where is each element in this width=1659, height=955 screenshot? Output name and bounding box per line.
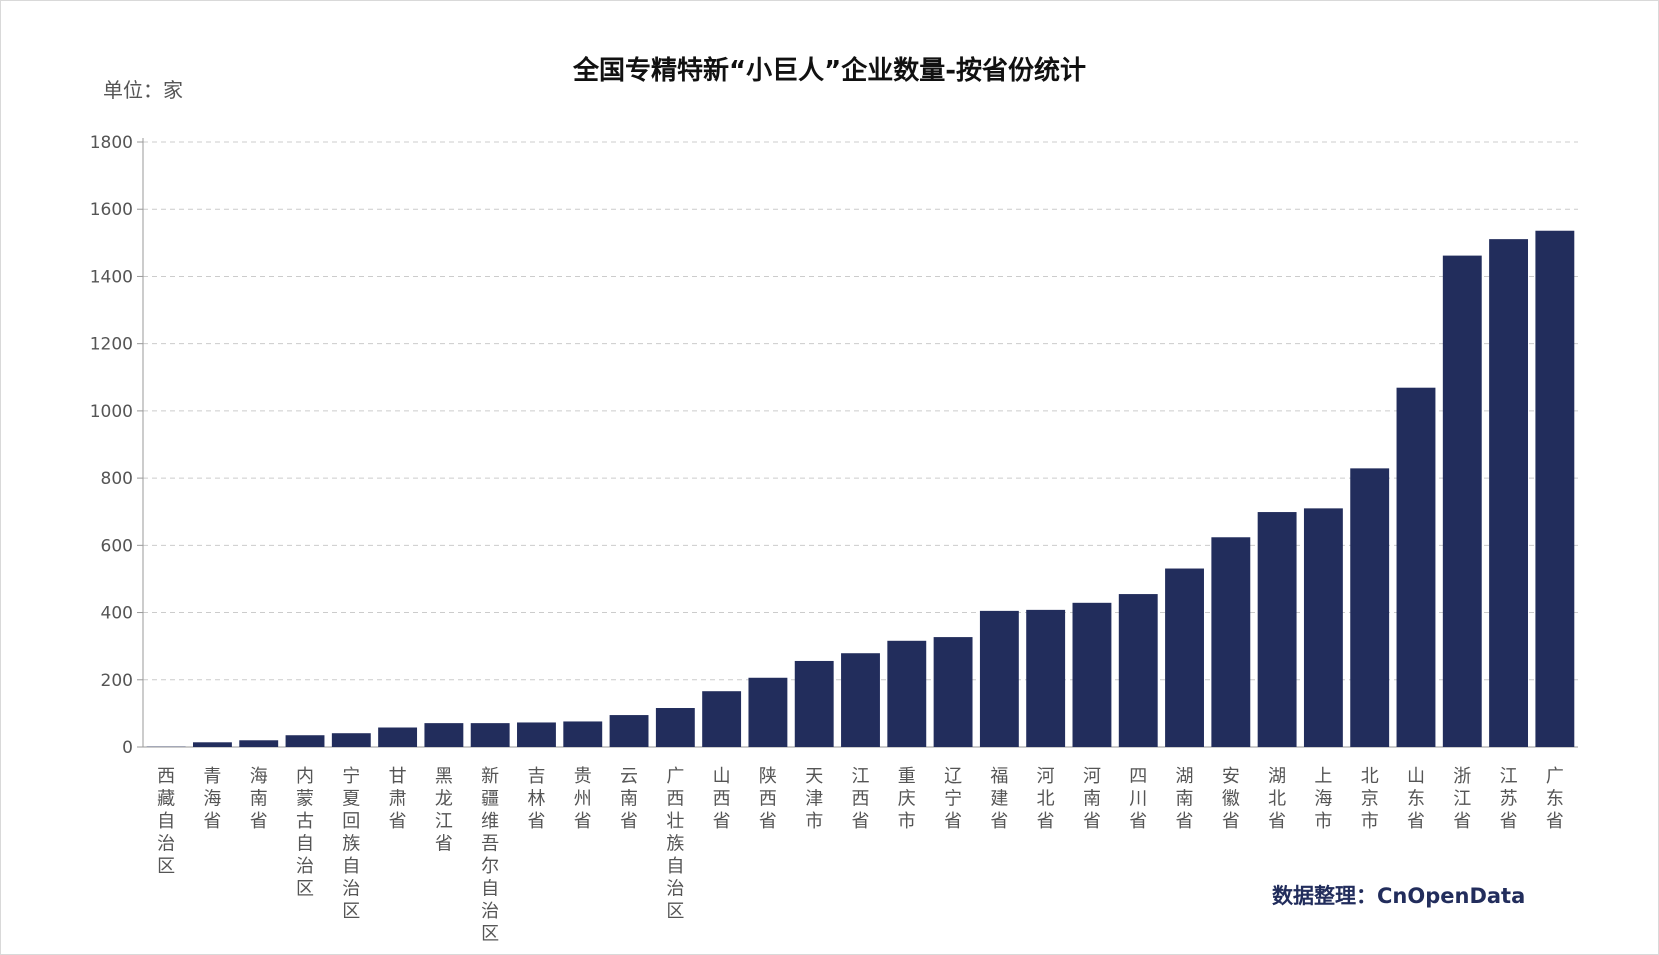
bar	[933, 637, 973, 747]
bar	[702, 691, 742, 747]
bar	[1118, 594, 1158, 747]
x-tick-label: 广东省	[1546, 766, 1564, 832]
bar	[979, 610, 1019, 747]
y-tick-label: 600	[101, 536, 133, 556]
x-tick-label: 重庆市	[898, 766, 916, 832]
bar	[1535, 230, 1575, 747]
bar	[1396, 387, 1436, 747]
bar	[655, 708, 695, 747]
bar	[1211, 537, 1251, 747]
x-tick-label: 天津市	[805, 766, 823, 832]
y-tick-label: 0	[122, 738, 133, 758]
bar	[1350, 468, 1390, 747]
source-label: 数据整理：CnOpenData	[1272, 884, 1526, 908]
bar	[1026, 609, 1066, 747]
bar	[1072, 602, 1112, 747]
y-tick-label: 1800	[90, 133, 133, 153]
y-tick-label: 200	[101, 671, 133, 691]
x-tick-label: 河北省	[1037, 766, 1055, 832]
bar	[841, 653, 880, 747]
y-tick-label: 800	[101, 469, 133, 489]
x-tick-label: 新疆维吾尔自治区	[481, 766, 499, 945]
x-tick-label: 安徽省	[1222, 766, 1240, 832]
x-tick-label: 北京市	[1361, 766, 1379, 832]
x-tick-label: 四川省	[1129, 766, 1147, 832]
x-tick-label: 上海市	[1314, 766, 1332, 832]
x-tick-label: 辽宁省	[944, 766, 962, 832]
bar	[239, 740, 279, 747]
bar	[563, 721, 603, 747]
x-tick-label: 内蒙古自治区	[296, 766, 314, 900]
bar	[331, 733, 371, 747]
bar	[517, 722, 556, 747]
bar	[192, 742, 232, 747]
bar	[609, 715, 649, 747]
bar	[748, 677, 788, 747]
x-tick-label: 湖南省	[1176, 766, 1194, 832]
chart-title: 全国专精特新“小巨人”企业数量-按省份统计	[573, 56, 1086, 86]
y-tick-label: 1200	[90, 335, 133, 355]
bar	[285, 735, 325, 747]
bar	[470, 723, 510, 747]
bar	[794, 660, 834, 747]
y-tick-label: 1000	[90, 402, 133, 422]
x-tick-label: 福建省	[990, 766, 1008, 832]
y-tick-label: 1400	[90, 267, 133, 287]
unit-label: 单位：家	[103, 78, 183, 102]
bar	[378, 727, 418, 747]
x-tick-label: 贵州省	[574, 766, 592, 832]
x-tick-label: 黑龙江省	[435, 766, 453, 855]
x-tick-label: 河南省	[1083, 766, 1101, 832]
y-tick-label: 400	[101, 604, 133, 624]
x-tick-label: 湖北省	[1268, 766, 1286, 832]
bar	[1489, 239, 1529, 747]
x-tick-label: 宁夏回族自治区	[342, 766, 360, 922]
x-tick-label: 青海省	[203, 766, 221, 832]
x-tick-label: 山西省	[713, 766, 731, 832]
bar	[1303, 508, 1343, 747]
x-tick-label: 陕西省	[759, 766, 777, 832]
x-tick-label: 江苏省	[1500, 766, 1518, 832]
x-tick-label: 西藏自治区	[157, 766, 175, 877]
bar	[1442, 255, 1482, 747]
bar	[424, 723, 464, 747]
x-tick-label: 甘肃省	[389, 766, 407, 832]
x-tick-label: 浙江省	[1453, 766, 1471, 832]
x-tick-label: 吉林省	[527, 766, 545, 832]
x-tick-label: 云南省	[620, 766, 638, 832]
x-tick-label: 广西壮族自治区	[666, 766, 684, 922]
x-tick-label: 海南省	[250, 766, 268, 832]
x-tick-label: 山东省	[1407, 766, 1425, 832]
bar	[1257, 512, 1297, 747]
x-tick-label: 江西省	[852, 766, 870, 832]
y-tick-label: 1600	[90, 200, 133, 220]
bar	[1165, 568, 1204, 747]
bar	[887, 640, 927, 747]
